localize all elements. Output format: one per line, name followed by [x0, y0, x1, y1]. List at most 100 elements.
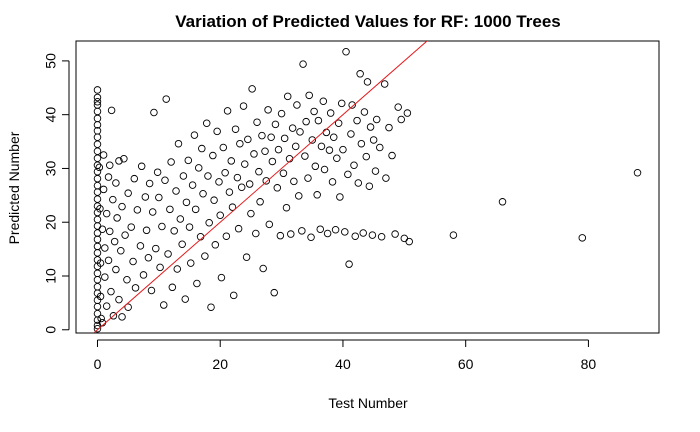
- data-point: [449, 231, 458, 239]
- data-point: [236, 139, 244, 148]
- data-point: [299, 60, 307, 68]
- x-axis: 0 20 40 60 80: [94, 339, 596, 372]
- data-point: [403, 109, 412, 117]
- data-point: [107, 287, 115, 296]
- data-point: [110, 237, 119, 246]
- data-point: [258, 131, 266, 140]
- data-point: [333, 154, 341, 162]
- data-point: [261, 147, 269, 155]
- data-point: [96, 292, 105, 301]
- data-point: [174, 139, 183, 148]
- data-point: [133, 206, 142, 214]
- data-point: [287, 230, 295, 238]
- x-tick-label: 0: [94, 356, 102, 372]
- data-point: [150, 108, 158, 117]
- data-point: [331, 226, 340, 234]
- data-point: [345, 260, 353, 268]
- data-point: [353, 116, 361, 125]
- data-point: [347, 130, 355, 138]
- data-point: [96, 259, 105, 267]
- data-point: [376, 143, 384, 152]
- data-point: [326, 109, 335, 117]
- data-point: [93, 249, 102, 257]
- data-point: [113, 214, 121, 222]
- data-point: [250, 150, 258, 158]
- data-point: [99, 151, 108, 159]
- data-point: [279, 169, 288, 178]
- data-point: [99, 185, 108, 194]
- data-point: [394, 103, 402, 111]
- data-point: [311, 162, 320, 171]
- reference-line: [94, 41, 428, 333]
- data-point: [237, 183, 246, 192]
- data-point: [124, 303, 132, 311]
- data-point: [93, 121, 102, 129]
- y-tick-label: 10: [43, 268, 59, 284]
- data-point: [362, 152, 371, 161]
- data-point: [291, 142, 300, 151]
- data-point: [360, 108, 369, 116]
- data-point: [130, 174, 139, 183]
- data-point: [109, 195, 117, 204]
- data-point: [161, 176, 169, 185]
- data-point: [93, 93, 102, 102]
- data-point: [241, 160, 249, 168]
- data-point: [336, 193, 344, 201]
- data-point: [274, 145, 283, 154]
- data-point: [363, 78, 372, 86]
- y-axis: 0 10 20 30 40 50: [43, 53, 70, 334]
- data-point: [323, 229, 332, 238]
- data-point: [329, 133, 338, 142]
- data-point: [302, 117, 310, 126]
- data-point: [369, 136, 378, 144]
- data-point: [168, 283, 177, 292]
- data-point: [298, 227, 306, 235]
- data-point: [213, 127, 221, 136]
- data-point: [245, 180, 254, 188]
- data-point: [101, 273, 109, 281]
- data-point: [158, 222, 166, 231]
- data-point: [273, 184, 282, 192]
- data-point: [268, 157, 277, 166]
- data-point: [227, 157, 236, 165]
- reference-line-group: [94, 41, 428, 333]
- data-point: [155, 193, 163, 202]
- data-point: [341, 228, 349, 236]
- data-point: [337, 99, 346, 108]
- data-point: [317, 142, 326, 151]
- data-point: [244, 135, 252, 144]
- data-point: [280, 134, 289, 143]
- data-point: [205, 219, 213, 227]
- data-point: [93, 283, 102, 291]
- data-point: [231, 125, 240, 133]
- data-point: [121, 231, 129, 239]
- data-point: [166, 205, 174, 214]
- data-point: [356, 70, 364, 78]
- data-point: [93, 302, 102, 311]
- data-point: [252, 229, 260, 238]
- data-point: [405, 237, 413, 246]
- data-point: [170, 227, 178, 235]
- data-point: [377, 232, 386, 241]
- data-point: [131, 284, 140, 292]
- data-point: [301, 152, 309, 160]
- data-point: [199, 189, 207, 198]
- data-point: [202, 119, 211, 128]
- data-point: [498, 198, 507, 206]
- data-point: [288, 124, 297, 132]
- y-tick-label: 20: [43, 214, 59, 230]
- data-point: [239, 102, 248, 110]
- data-point: [198, 144, 206, 153]
- data-point: [156, 263, 164, 272]
- data-point: [93, 195, 102, 203]
- data-point: [93, 140, 102, 148]
- data-point: [223, 107, 232, 115]
- data-point: [182, 198, 191, 207]
- data-point: [222, 232, 231, 240]
- data-point: [93, 222, 102, 230]
- data-point: [270, 288, 278, 297]
- data-point: [93, 269, 102, 278]
- data-point: [120, 155, 128, 163]
- data-point: [98, 225, 107, 233]
- y-tick-label: 40: [43, 107, 59, 123]
